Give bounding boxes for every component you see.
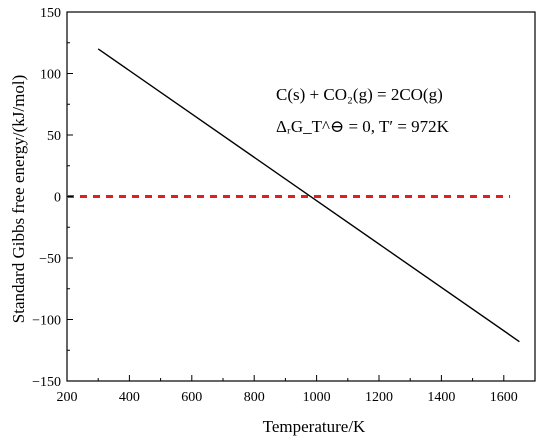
y-tick-label: −50 bbox=[39, 252, 61, 267]
y-tick-label: 0 bbox=[54, 191, 61, 206]
condition-annotation: ΔᵣG_T^⊖ = 0, T′ = 972K bbox=[276, 117, 450, 136]
x-tick-label: 1400 bbox=[427, 390, 455, 405]
gibbs-energy-line bbox=[97, 48, 520, 343]
y-tick-label: 100 bbox=[40, 68, 61, 83]
x-tick-label: 1200 bbox=[365, 390, 393, 405]
x-tick-label: 1000 bbox=[303, 390, 331, 405]
y-tick-label: 150 bbox=[40, 6, 61, 21]
y-tick-label: −150 bbox=[32, 375, 61, 390]
x-tick-label: 800 bbox=[244, 390, 265, 405]
series-layer bbox=[97, 48, 520, 343]
x-tick-label: 600 bbox=[181, 390, 202, 405]
x-tick-label: 200 bbox=[57, 390, 78, 405]
y-axis-ticks: 150 100 50 0 −50 −100 −150 bbox=[32, 6, 73, 390]
x-axis-title: Temperature/K bbox=[263, 417, 366, 436]
x-axis-ticks: 200 400 600 800 1000 1200 1400 1600 bbox=[57, 375, 518, 405]
x-tick-label: 400 bbox=[119, 390, 140, 405]
x-tick-label: 1600 bbox=[490, 390, 518, 405]
y-axis-title: Standard Gibbs free energy/(kJ/mol) bbox=[9, 75, 28, 323]
reaction-annotation: C(s) + CO₂(g) = 2CO(g) bbox=[276, 85, 443, 104]
y-tick-label: 50 bbox=[47, 129, 61, 144]
y-tick-label: −100 bbox=[32, 314, 61, 329]
